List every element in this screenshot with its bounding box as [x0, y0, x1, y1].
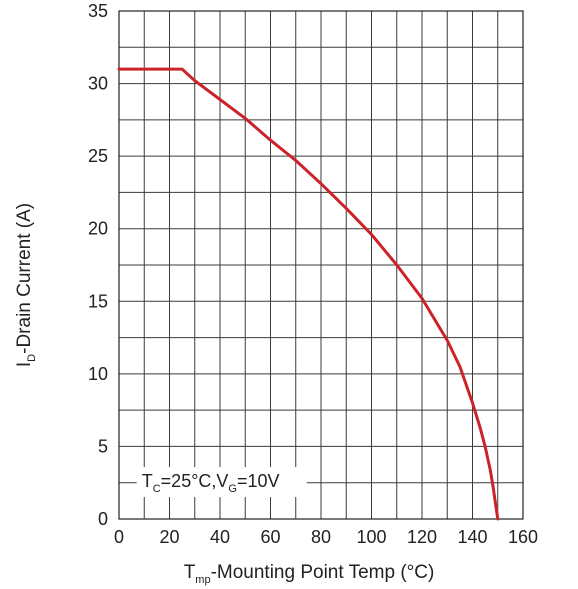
y-tick-label: 30 — [88, 74, 108, 94]
y-tick-label: 15 — [88, 291, 108, 311]
x-tick-label: 20 — [159, 527, 179, 547]
y-tick-label: 25 — [88, 146, 108, 166]
annotation-background — [136, 467, 307, 498]
x-tick-label: 80 — [311, 527, 331, 547]
annotation-segment: T — [142, 471, 153, 491]
annotation-segment: =25°C,V — [161, 471, 229, 491]
annotation-segment: =10V — [237, 471, 280, 491]
tick-labels: 0 20 40 60 80 100 120 140 160 0 5 10 15 20 25 30 35 — [88, 1, 538, 547]
condition-annotation: TC=25°C,VG=10V — [136, 467, 307, 498]
y-tick-label: 0 — [98, 509, 108, 529]
x-axis-title-segment: -Mounting Point Temp (°C) — [211, 562, 435, 583]
y-axis-title-segment: -Drain Current (A) — [14, 203, 35, 354]
axis-titles: Tmp-Mounting Point Temp (°C) ID-Drain Cur… — [14, 203, 434, 586]
y-tick-label: 10 — [88, 364, 108, 384]
y-axis-title-subscript: D — [26, 354, 38, 362]
series-layer — [117, 67, 500, 521]
annotation-subscript: G — [228, 483, 237, 495]
x-tick-label: 0 — [114, 527, 124, 547]
x-tick-label: 40 — [210, 527, 230, 547]
x-axis-title-segment: T — [184, 562, 196, 583]
y-axis-title-segment: I — [14, 362, 35, 367]
series-line — [117, 67, 500, 521]
grid — [118, 10, 524, 520]
x-axis-title: Tmp-Mounting Point Temp (°C) — [184, 562, 435, 586]
x-tick-label: 100 — [356, 527, 386, 547]
x-tick-label: 140 — [457, 527, 487, 547]
y-tick-label: 35 — [88, 1, 108, 21]
plot-frame — [118, 10, 524, 520]
y-tick-label: 5 — [98, 436, 108, 456]
y-axis-title: ID-Drain Current (A) — [14, 203, 38, 367]
x-tick-label: 120 — [407, 527, 437, 547]
x-axis-title-subscript: mp — [195, 574, 210, 586]
x-tick-label: 60 — [260, 527, 280, 547]
annotation-text: TC=25°C,VG=10V — [142, 471, 280, 495]
x-tick-label: 160 — [508, 527, 538, 547]
annotation-subscript: C — [153, 483, 161, 495]
y-tick-label: 20 — [88, 219, 108, 239]
